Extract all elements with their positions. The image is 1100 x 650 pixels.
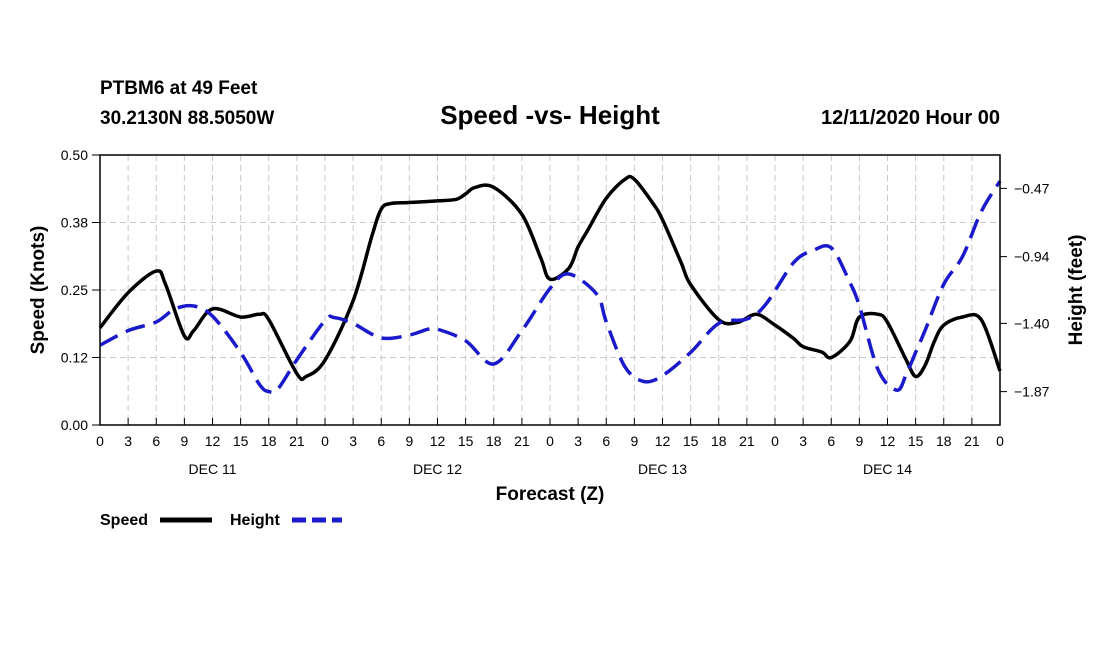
y-tick-label: 0.12: [61, 350, 88, 366]
x-tick-label: 12: [430, 433, 446, 449]
x-tick-label: 6: [152, 433, 160, 449]
series: [98, 174, 1002, 395]
x-tick-label: 12: [205, 433, 221, 449]
x-tick-label: 21: [964, 433, 980, 449]
x-tick-label: 0: [771, 433, 779, 449]
chart-title: Speed -vs- Height: [440, 100, 660, 130]
y-tick-label: 0.38: [61, 215, 88, 231]
speed-series-line: [98, 174, 1002, 382]
coords-label: 30.2130N 88.5050W: [100, 108, 274, 129]
x-tick-label: 12: [655, 433, 671, 449]
x-tick-label: 9: [855, 433, 863, 449]
plot-frame: [99, 154, 1001, 426]
station-label: PTBM6 at 49 Feet: [100, 78, 258, 99]
x-tick-label: 3: [574, 433, 582, 449]
x-tick-label: 18: [261, 433, 277, 449]
legend-height-label: Height: [230, 512, 280, 529]
x-tick-label: 15: [683, 433, 699, 449]
x-tick-label: 18: [936, 433, 952, 449]
x-tick-label: 0: [96, 433, 104, 449]
x-tick-label: 15: [908, 433, 924, 449]
day-label: DEC 12: [413, 461, 462, 477]
y-tick-label: 0.50: [61, 147, 88, 163]
x-axis: 0 3 6 9 12 15 18 21 0 3 6 9 12 15 18 21 0 3 6 9 12 15 18 21 0 3 6 9…: [96, 418, 1004, 477]
x-tick-label: 12: [880, 433, 896, 449]
legend-speed-label: Speed: [100, 512, 148, 529]
y-axis-label: Speed (Knots): [28, 226, 49, 355]
x-tick-label: 15: [233, 433, 249, 449]
y2-tick-label: −0.94: [1014, 249, 1050, 265]
day-label: DEC 13: [638, 461, 687, 477]
x-tick-label: 6: [377, 433, 385, 449]
legend: Speed Height: [100, 512, 342, 529]
x-tick-label: 21: [739, 433, 755, 449]
x-tick-label: 0: [321, 433, 329, 449]
y2-tick-label: −1.87: [1014, 384, 1050, 400]
x-tick-label: 18: [711, 433, 727, 449]
y2-tick-label: −1.40: [1014, 315, 1050, 331]
y2-tick-label: −0.47: [1014, 180, 1050, 196]
y-tick-label: 0.25: [61, 282, 88, 298]
x-tick-label: 0: [546, 433, 554, 449]
x-tick-label: 21: [514, 433, 530, 449]
x-tick-label: 6: [602, 433, 610, 449]
x-tick-label: 18: [486, 433, 502, 449]
day-label: DEC 14: [863, 461, 912, 477]
x-tick-label: 21: [289, 433, 305, 449]
x-tick-label: 3: [349, 433, 357, 449]
x-tick-label: 0: [996, 433, 1004, 449]
height-series-line: [99, 180, 1002, 395]
x-tick-label: 9: [180, 433, 188, 449]
day-label: DEC 11: [189, 461, 237, 477]
y2-axis-label: Height (feet): [1066, 235, 1087, 346]
y-axis-left: 0.00 0.12 0.25 0.38 0.50: [61, 147, 100, 433]
x-tick-label: 9: [630, 433, 638, 449]
x-axis-label: Forecast (Z): [496, 484, 605, 505]
x-tick-label: 3: [124, 433, 132, 449]
y-axis-right: −1.87 −1.40 −0.94 −0.47: [1000, 180, 1050, 400]
x-tick-label: 3: [799, 433, 807, 449]
y-tick-label: 0.00: [61, 417, 88, 433]
x-tick-label: 6: [827, 433, 835, 449]
x-tick-label: 9: [405, 433, 413, 449]
run-label: 12/11/2020 Hour 00: [821, 107, 1000, 129]
x-tick-label: 15: [458, 433, 474, 449]
